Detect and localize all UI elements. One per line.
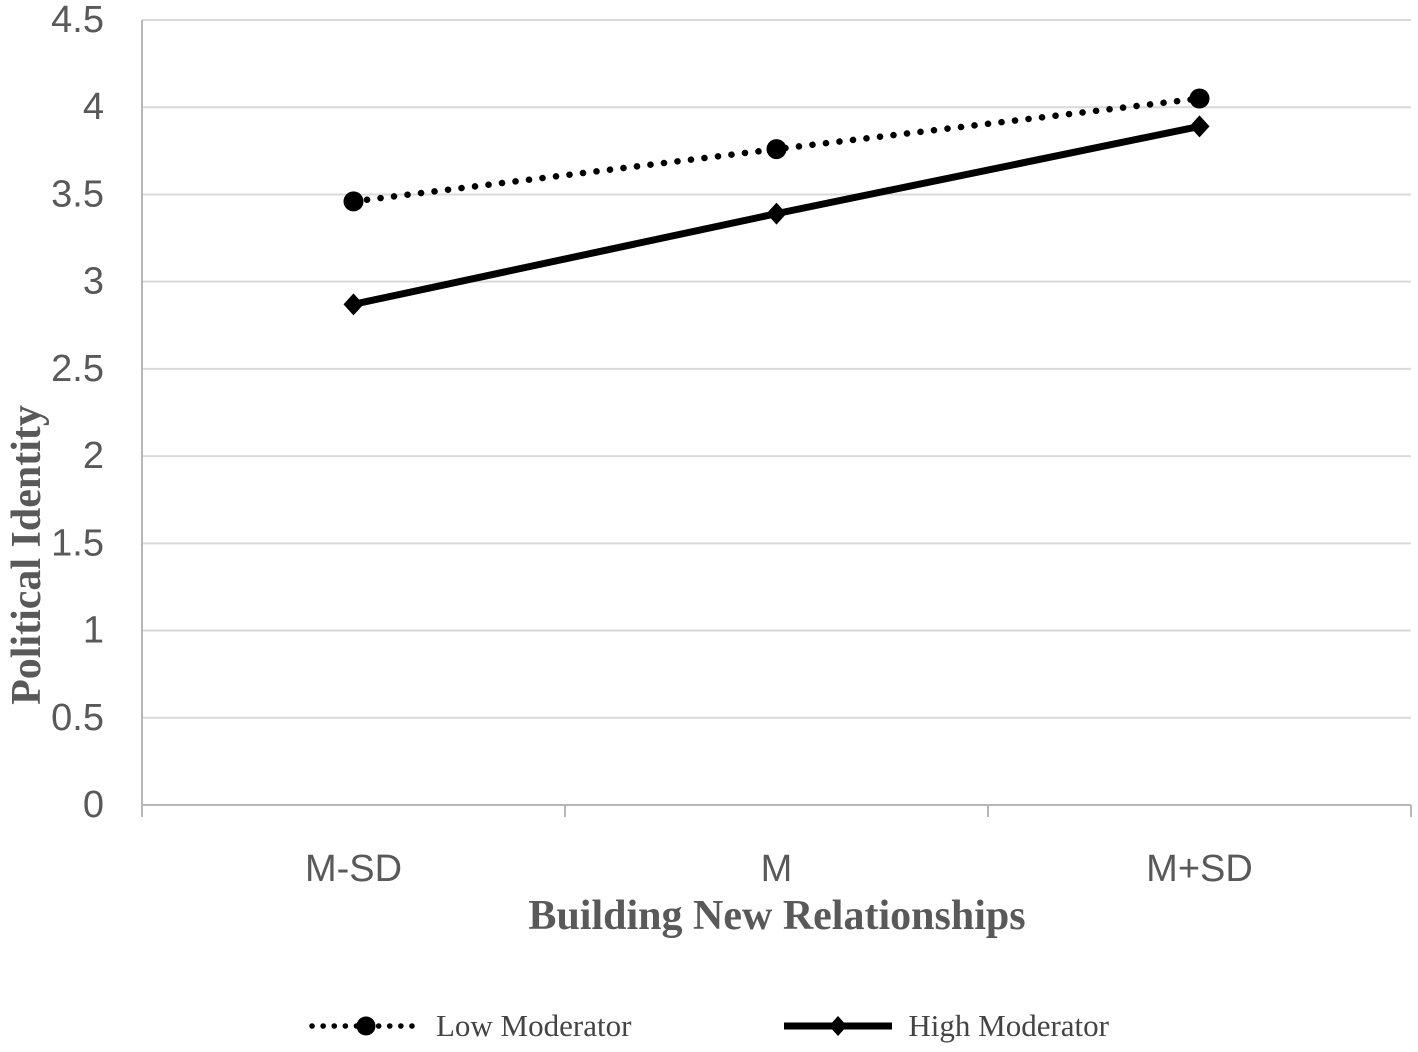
dotted-line-circle-marker-swatch: [309, 1014, 423, 1038]
legend: Low Moderator High Moderator: [0, 1003, 1418, 1049]
y-tick-label: 0.5: [51, 697, 104, 739]
y-tick-label: 2: [83, 435, 104, 477]
x-axis-title: Building New Relationships: [528, 893, 1026, 939]
y-tick-label: 3.5: [51, 173, 104, 215]
y-tick-label: 2.5: [51, 348, 104, 390]
y-tick-label: 4: [83, 86, 104, 128]
y-tick-label: 1: [83, 610, 104, 652]
x-tick-label: M-SD: [305, 848, 402, 890]
y-tick-label: 0: [83, 784, 104, 826]
legend-label-low-moderator: Low Moderator: [435, 1008, 632, 1043]
y-tick-label: 4.5: [51, 0, 104, 41]
x-tick-label: M: [761, 848, 793, 890]
y-axis-title: Political Identity: [4, 405, 50, 705]
y-tick-label: 3: [83, 261, 104, 303]
series-high-moderator: [343, 115, 1210, 316]
y-tick-label: 1.5: [51, 522, 104, 564]
legend-item-low-moderator: Low Moderator: [309, 1008, 631, 1044]
series-low-moderator: [343, 88, 1210, 212]
legend-label-high-moderator: High Moderator: [908, 1008, 1109, 1043]
legend-item-high-moderator: High Moderator: [781, 1008, 1109, 1044]
x-tick-label: M+SD: [1146, 848, 1253, 890]
solid-line-diamond-marker-swatch: [781, 1014, 895, 1038]
